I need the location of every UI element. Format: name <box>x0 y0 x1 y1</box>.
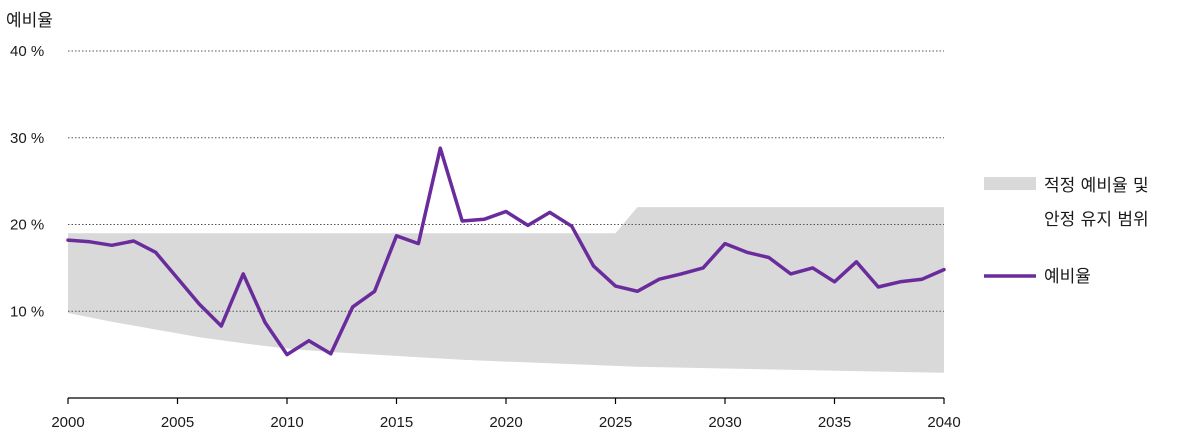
legend-band-swatch <box>984 177 1036 190</box>
legend-series-label: 예비율 <box>1044 267 1091 287</box>
x-tick-label: 2040 <box>927 414 960 431</box>
x-tick-label: 2010 <box>270 414 303 431</box>
series-line <box>66 146 946 357</box>
x-tick-labels: 2000 2005 2010 2015 2020 2025 2030 2035 2040 <box>51 398 961 431</box>
x-tick-label: 2030 <box>708 414 741 431</box>
x-tick-label: 2015 <box>380 414 413 431</box>
x-tick-label: 2005 <box>161 414 194 431</box>
band-layer <box>68 207 944 373</box>
legend-band-label-line1: 적정 예비율 및 <box>1044 176 1149 196</box>
series-layer <box>66 146 946 357</box>
y-tick-label: 40 % <box>10 43 44 60</box>
legend-band-label-line2: 안정 유지 범위 <box>1044 210 1149 230</box>
grid-layer <box>68 50 944 312</box>
y-tick-labels: 10 % 20 % 30 % 40 % <box>10 43 44 320</box>
x-tick-label: 2025 <box>599 414 632 431</box>
y-axis-title: 예비율 <box>6 11 53 31</box>
y-tick-label: 30 % <box>10 130 44 147</box>
legend: 적정 예비율 및 안정 유지 범위 예비율 <box>984 176 1149 287</box>
x-tick-label: 2035 <box>818 414 851 431</box>
y-tick-label: 20 % <box>10 217 44 234</box>
band-area <box>68 207 944 373</box>
x-tick-label: 2020 <box>489 414 522 431</box>
y-tick-label: 10 % <box>10 303 44 320</box>
x-tick-label: 2000 <box>51 414 84 431</box>
